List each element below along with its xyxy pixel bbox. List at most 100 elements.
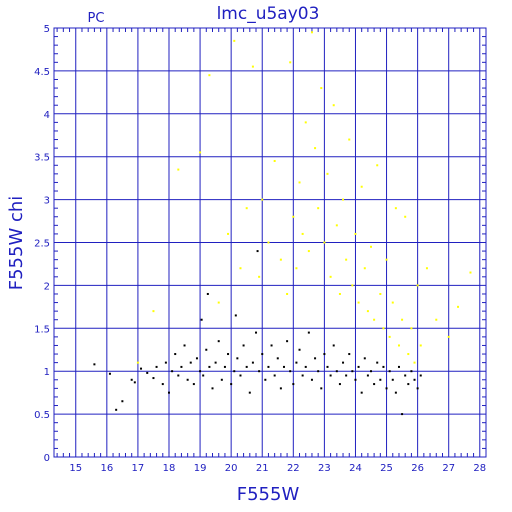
y-tick-label: 2.5: [34, 239, 50, 250]
x-tick-label: 27: [442, 463, 455, 474]
data-point: [388, 370, 391, 373]
data-point: [233, 370, 236, 373]
data-point: [189, 361, 192, 364]
data-point: [413, 378, 416, 381]
data-point: [391, 378, 394, 381]
data-point: [289, 370, 292, 373]
data-point: [357, 365, 360, 368]
data-point: [348, 353, 351, 356]
data-point: [391, 301, 394, 304]
data-point: [307, 331, 310, 334]
data-point: [348, 138, 351, 141]
chart-title: lmc_u5ay03: [217, 4, 320, 24]
data-point: [419, 374, 422, 377]
data-point: [366, 374, 369, 377]
data-point: [199, 370, 202, 373]
data-point: [298, 348, 301, 351]
data-point: [261, 353, 264, 356]
data-point: [276, 357, 279, 360]
data-point: [155, 365, 158, 368]
data-point: [115, 408, 118, 411]
data-point: [310, 378, 313, 381]
x-tick-label: 15: [69, 463, 82, 474]
data-point: [279, 258, 282, 261]
data-point: [267, 365, 270, 368]
data-point: [174, 353, 177, 356]
data-point: [410, 370, 413, 373]
x-tick-label: 16: [100, 463, 113, 474]
data-point: [397, 344, 400, 347]
data-point: [382, 327, 385, 330]
data-point: [342, 198, 345, 201]
grid-lines: [54, 27, 486, 458]
data-point: [338, 383, 341, 386]
data-point: [251, 65, 254, 68]
data-point: [317, 370, 320, 373]
x-tick-label: 28: [473, 463, 486, 474]
data-point: [208, 74, 211, 77]
data-point: [354, 378, 357, 381]
data-point: [366, 310, 369, 313]
data-point: [314, 357, 317, 360]
data-point: [360, 391, 363, 394]
series-rejected-points: [136, 31, 472, 364]
data-point: [177, 374, 180, 377]
plot-frame: [53, 27, 487, 458]
data-point: [164, 361, 167, 364]
data-point: [121, 400, 124, 403]
data-point: [323, 241, 326, 244]
data-point: [183, 344, 186, 347]
data-point: [267, 241, 270, 244]
data-point: [289, 61, 292, 64]
data-point: [93, 363, 96, 366]
data-point: [314, 147, 317, 150]
data-point: [357, 301, 360, 304]
data-point: [239, 374, 242, 377]
data-point: [202, 374, 205, 377]
data-point: [217, 301, 220, 304]
x-tick-labels: 15 16 17 18 19 20 21 22 23 24 25 26 27 28: [69, 463, 486, 474]
data-point: [332, 104, 335, 107]
data-point: [264, 378, 267, 381]
y-tick-labels: 0 0.5 1 1.5 2 2.5 3 3.5 4 4.5 5: [34, 24, 50, 464]
data-point: [323, 353, 326, 356]
data-point: [152, 377, 155, 380]
data-point: [258, 275, 261, 278]
data-point: [227, 353, 230, 356]
x-tick-label: 22: [287, 463, 300, 474]
data-point: [379, 292, 382, 295]
data-point: [286, 292, 289, 295]
data-point: [199, 151, 202, 154]
x-tick-label: 19: [194, 463, 207, 474]
data-point: [413, 361, 416, 364]
y-axis-label: F555W chi: [6, 196, 27, 291]
data-points: [93, 31, 472, 416]
data-point: [307, 250, 310, 253]
data-point: [379, 378, 382, 381]
data-point: [251, 361, 254, 364]
data-point: [258, 370, 261, 373]
data-point: [410, 327, 413, 330]
tick-marks: [54, 28, 486, 457]
data-point: [363, 357, 366, 360]
data-point: [298, 181, 301, 184]
data-point: [351, 284, 354, 287]
y-tick-label: 2: [44, 281, 50, 292]
data-point: [338, 292, 341, 295]
data-point: [301, 232, 304, 235]
data-point: [304, 365, 307, 368]
data-point: [279, 387, 282, 390]
x-tick-label: 23: [318, 463, 331, 474]
data-point: [239, 267, 242, 270]
data-point: [295, 267, 298, 270]
data-point: [370, 370, 373, 373]
data-point: [404, 215, 407, 218]
y-tick-label: 3.5: [34, 153, 50, 164]
y-tick-label: 5: [44, 24, 50, 35]
data-point: [171, 370, 174, 373]
data-point: [180, 365, 183, 368]
y-tick-label: 4: [44, 110, 50, 121]
data-point: [360, 185, 363, 188]
data-point: [245, 365, 248, 368]
